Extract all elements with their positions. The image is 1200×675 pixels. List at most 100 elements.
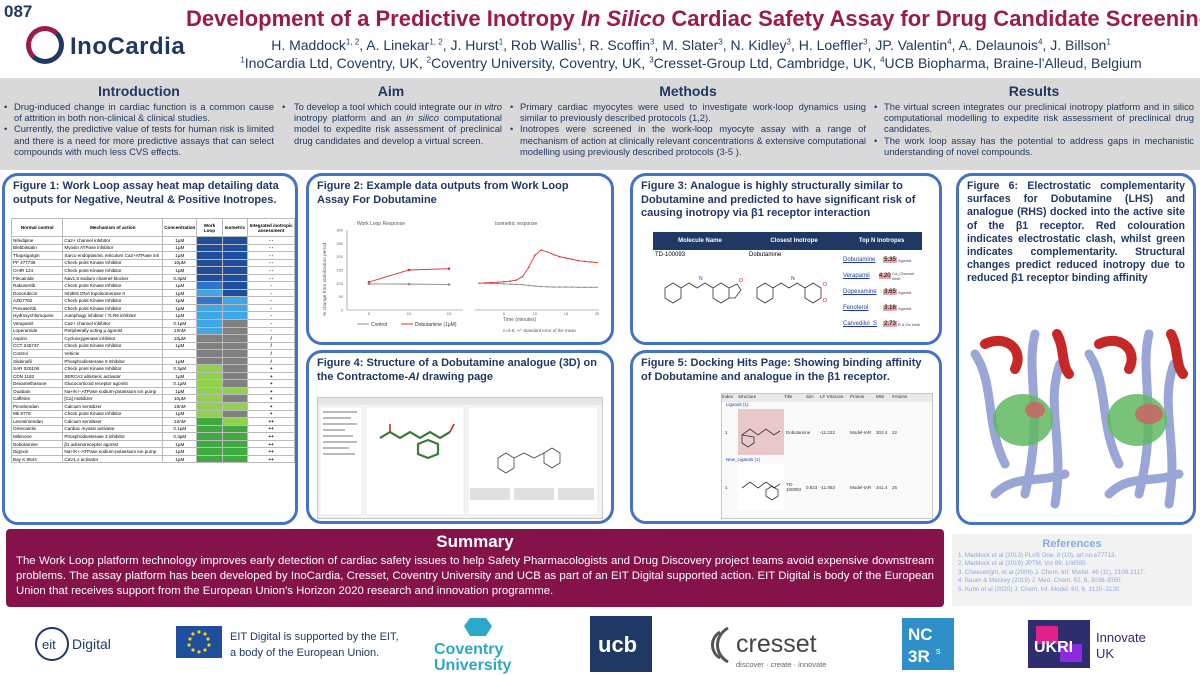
results-bullet: The virtual screen integrates our precli…	[874, 101, 1194, 135]
docking-cell: TD-100093	[786, 482, 802, 492]
docking-cell: 1	[725, 484, 728, 490]
data-point	[496, 281, 499, 284]
y-tick-label: 150	[336, 268, 343, 273]
heatmap-cell: +	[247, 394, 295, 404]
heatmap-cell: - -	[247, 273, 295, 283]
figure-5-box: Figure 5: Docking Hits Page: Showing bin…	[630, 350, 942, 524]
heatmap-cell: Phosphodiesterase 3 inhibitor	[62, 432, 164, 441]
data-point	[407, 282, 411, 286]
affiliation-list: 1InoCardia Ltd, Coventry, UK, 2Coventry …	[240, 55, 1142, 71]
heatmap-cell: Blebbistatin	[10, 243, 64, 253]
ligand-group-1[interactable]: Ligands (1)	[726, 402, 749, 407]
docking-cell: 22	[892, 429, 898, 435]
docking-cell: Dobutamine	[786, 429, 811, 435]
heatmap-cell	[221, 236, 249, 245]
author-name: R. Scoffin	[589, 37, 650, 53]
docking-row[interactable]: 1 TD-100093 0.823 -11.063 Model-tAR 341.…	[722, 462, 932, 512]
heatmap-cell: 10µM	[162, 394, 198, 404]
heatmap-cell	[221, 394, 249, 404]
heatmap-row: Caffeine [Ca] mobilizer 10µM +	[10, 394, 295, 404]
heatmap-cell	[196, 296, 223, 305]
top-inotrope-link[interactable]: Dobutamine	[843, 257, 876, 263]
figure-4-box: Figure 4: Structure of a Dobutamine anal…	[306, 350, 614, 524]
docking-row[interactable]: 1 Dobutamine -11.222 Model-tAR 302.4 22	[722, 407, 932, 457]
author-name: A. Linekar	[366, 37, 430, 53]
heatmap-cell	[221, 409, 249, 419]
author-name: JP. Valentin	[875, 37, 948, 53]
heatmap-header: Work Loop	[196, 218, 223, 237]
heatmap-cell	[196, 454, 223, 464]
work-loop-chart: Work Loop Response Isometric response % …	[322, 221, 600, 333]
methods-bullet: Inotropes were screened in the work-loop…	[510, 123, 866, 157]
reference-item: 2. Maddock et al (2019) JPTM, Vol 99, 10…	[958, 560, 1086, 568]
methods-title: Methods	[659, 83, 717, 99]
figure-1-box: Figure 1: Work Loop assay heat map detai…	[2, 173, 298, 525]
data-point	[552, 253, 555, 256]
heatmap-cell	[221, 439, 249, 449]
summary-title: Summary	[436, 532, 514, 551]
data-point	[558, 255, 561, 258]
heatmap-row: PF 477736 Check point Kinase Inhibitor 10µ…	[10, 258, 295, 268]
heatmap-cell: Control	[10, 349, 64, 358]
heatmap-cell: Vehicle	[62, 349, 164, 358]
heatmap-cell: Caffeine	[10, 394, 64, 404]
top-inotrope-link[interactable]: Carvedilol_S	[843, 321, 878, 327]
heatmap-cell: 0.3µM	[162, 364, 198, 373]
heatmap-cell: -	[247, 303, 295, 313]
affil-sup: 4	[880, 55, 885, 65]
heatmap-cell: Ca2+ channel inhibitor	[62, 236, 164, 245]
docking-hits-screenshot: Index Structure Title Sim LF VSscore Pro…	[721, 393, 933, 519]
heatmap-cell	[196, 319, 223, 328]
heatmap-cell: Levosimendan	[10, 417, 64, 426]
heatmap-row: Verapamil Ca2+ channel inhibitor 0.1µM -	[10, 319, 295, 328]
heatmap-cell: /	[247, 334, 295, 343]
top-inotrope-link[interactable]: Verapamil	[843, 273, 870, 279]
heatmap-cell	[221, 243, 249, 253]
right-panel-title: Isometric response	[495, 221, 537, 227]
heatmap-cell: 1µM	[162, 266, 198, 275]
heatmap-cell: Check point Kinase Inhibitor	[62, 281, 164, 290]
author-name: J. Billson	[1050, 37, 1107, 53]
docking-col-header: Sim	[806, 394, 814, 399]
aim-text-e: computational model to expedite risk ass…	[294, 112, 502, 146]
heatmap-cell: - -	[247, 258, 295, 268]
heatmap-cell: Hydroxychloroquine	[10, 311, 64, 320]
references-title: References	[1042, 538, 1102, 550]
heatmap-cell: Mk 8776	[10, 409, 64, 419]
heatmap-cell: 10nM	[162, 326, 198, 336]
top-inotrope-link[interactable]: Dopexamine	[843, 289, 877, 295]
x-tick-label: 5	[503, 311, 506, 316]
data-point	[558, 286, 561, 288]
heatmap-cell: Check point Kinase Inhibitor	[62, 341, 164, 351]
heatmap-row: Dexamethasone Glucocorticoid receptor ago…	[10, 379, 295, 388]
heatmap-row: Aspirin Cyclooxygenase inhibitor 10µM /	[10, 334, 295, 343]
svg-text:eit: eit	[42, 637, 56, 652]
heatmap-cell: Pimobendan	[10, 402, 64, 411]
heatmap-cell: Sarco endoplasmic reticulum Ca2+ATPase i…	[62, 251, 164, 260]
data-point	[367, 280, 371, 284]
data-point	[589, 261, 592, 263]
data-point	[367, 282, 371, 286]
legend-dobutamine: Dobutamine (1µM)	[415, 322, 457, 328]
data-point	[589, 286, 592, 289]
top-inotrope-row: Dopexamine 3.65 Agonist	[843, 284, 920, 300]
top-inotrope-role: B & Gs inhib	[898, 321, 921, 327]
eit-digital-text: Digital	[72, 636, 111, 652]
heatmap-cell	[221, 311, 249, 320]
heatmap-cell: -	[247, 319, 295, 328]
coventry-text-2: University	[434, 657, 511, 674]
data-point	[447, 267, 451, 270]
affiliation: Coventry University, Coventry, UK	[431, 55, 642, 71]
top-inotrope-score: 5.35	[883, 257, 897, 263]
heatmap-cell: Omecamtiv	[10, 424, 64, 434]
top-inotrope-link[interactable]: Fenoterol	[843, 305, 869, 311]
docking-col-header: LF VSscore	[820, 394, 844, 399]
inocardia-logo: InoCardia	[22, 20, 186, 74]
heatmap-cell	[221, 303, 249, 313]
logo-text: InoCardia	[70, 33, 186, 60]
heatmap-cell: ++	[247, 439, 295, 449]
top-inotrope-row: Fenoterol 3.16 Agonist	[843, 300, 920, 316]
heatmap-cell: Thapsigargin	[10, 251, 64, 260]
heatmap-row: Hydroxychloroquine Autophagy inhibitor / …	[10, 311, 295, 320]
ligand-group-2[interactable]: New_Ligands (1)	[726, 457, 761, 462]
